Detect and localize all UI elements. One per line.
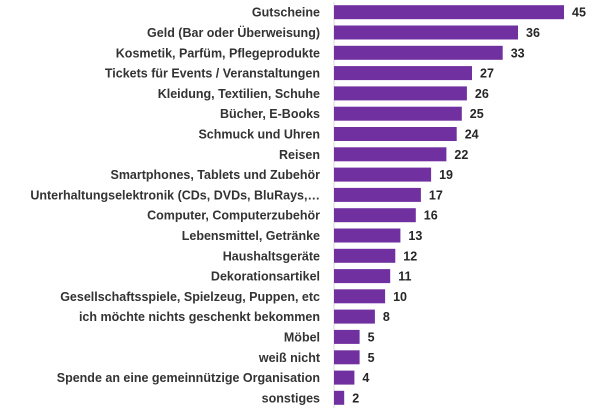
bars-group	[334, 5, 564, 405]
category-label: Schmuck und Uhren	[198, 128, 320, 142]
category-label: Gesellschaftsspiele, Spielzeug, Puppen, …	[60, 290, 320, 304]
bar	[334, 309, 375, 324]
value-label: 4	[362, 371, 369, 385]
bar	[334, 350, 360, 365]
category-label: Kleidung, Textilien, Schuhe	[158, 87, 320, 101]
value-label: 45	[572, 6, 586, 20]
bar	[334, 127, 457, 141]
category-label: Gutscheine	[252, 6, 320, 20]
value-label: 8	[383, 310, 390, 324]
bar	[334, 248, 396, 263]
bar	[334, 228, 401, 243]
category-label: Computer, Computerzubehör	[147, 209, 320, 223]
value-label: 17	[429, 188, 443, 202]
bar	[334, 370, 355, 385]
bar	[334, 390, 345, 405]
value-label: 5	[368, 330, 375, 344]
bar	[334, 66, 472, 81]
bar	[334, 5, 564, 20]
category-label: Bücher, E-Books	[220, 107, 320, 121]
bar	[334, 187, 421, 202]
category-label: sonstiges	[262, 391, 320, 405]
bar	[334, 147, 447, 162]
value-label: 24	[465, 128, 479, 142]
category-label: Reisen	[279, 148, 320, 162]
value-label: 16	[424, 209, 438, 223]
category-label: Unterhaltungselektronik (CDs, DVDs, BluR…	[30, 188, 320, 202]
category-label: Spende an eine gemeinnützige Organisatio…	[57, 371, 320, 385]
bar	[334, 329, 360, 344]
category-label: Haushaltsgeräte	[223, 249, 320, 263]
value-label: 11	[398, 270, 411, 284]
value-label: 33	[511, 46, 525, 60]
bar	[334, 269, 391, 284]
category-label: Möbel	[284, 330, 320, 344]
value-label: 10	[393, 290, 407, 304]
category-label: Geld (Bar oder Überweisung)	[147, 25, 320, 40]
value-label: 2	[352, 391, 359, 405]
category-label: Smartphones, Tablets und Zubehör	[110, 168, 320, 182]
bar	[334, 167, 432, 182]
value-label: 13	[408, 229, 422, 243]
bar	[334, 86, 467, 101]
bar	[334, 25, 518, 40]
value-label: 27	[480, 67, 494, 81]
bar	[334, 289, 386, 304]
bar	[334, 106, 462, 121]
category-label: Tickets für Events / Veranstaltungen	[105, 67, 320, 81]
value-label: 22	[454, 148, 468, 162]
category-label: Kosmetik, Parfüm, Pflegeprodukte	[116, 46, 320, 60]
value-label: 36	[526, 26, 540, 40]
category-label: ich möchte nichts geschenkt bekommen	[79, 310, 320, 324]
category-label: Dekorationsartikel	[211, 270, 320, 284]
bar	[334, 45, 503, 60]
category-labels-group: Gutscheine Geld (Bar oder Überweisung) Kos…	[30, 6, 320, 406]
value-label: 19	[439, 168, 453, 182]
value-label: 5	[368, 351, 375, 365]
bar	[334, 208, 416, 223]
value-label: 25	[470, 107, 484, 121]
category-label: weiß nicht	[258, 351, 321, 365]
value-label: 26	[475, 87, 489, 101]
category-label: Lebensmittel, Getränke	[182, 229, 320, 243]
value-label: 12	[403, 249, 417, 263]
